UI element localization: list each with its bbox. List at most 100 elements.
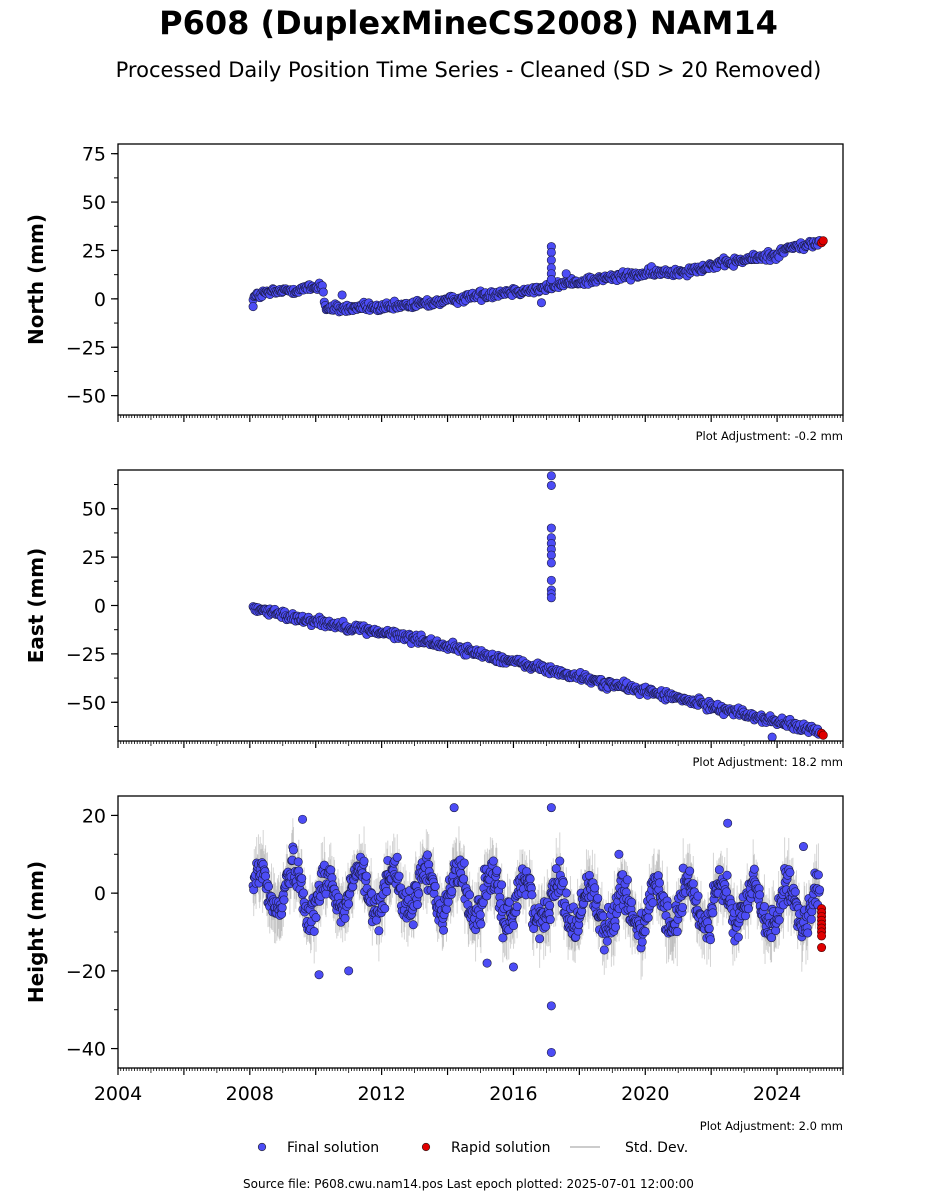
y-tick-label: −50 <box>66 692 106 714</box>
final-point <box>759 902 769 912</box>
final-point <box>733 932 743 942</box>
north-plot-adjustment: Plot Adjustment: -0.2 mm <box>696 429 843 443</box>
final-point <box>309 926 319 936</box>
final-point <box>412 900 422 910</box>
final-point <box>546 247 556 257</box>
final-point <box>558 878 568 888</box>
final-point <box>361 871 371 881</box>
final-point <box>685 866 695 876</box>
final-point <box>482 958 492 968</box>
north-plot-area <box>248 235 828 317</box>
final-point <box>264 881 274 891</box>
final-point <box>545 915 555 925</box>
final-point <box>359 856 369 866</box>
final-point <box>318 287 328 297</box>
final-point <box>430 881 440 891</box>
final-point <box>279 895 289 905</box>
final-point <box>546 1001 556 1011</box>
final-point <box>497 880 507 890</box>
final-point <box>394 871 404 881</box>
final-point <box>326 865 336 875</box>
final-point <box>508 962 518 972</box>
final-point <box>590 883 600 893</box>
final-point <box>654 878 664 888</box>
final-point <box>314 970 324 980</box>
height-final-points <box>248 803 825 1057</box>
y-tick-label: −25 <box>66 337 106 359</box>
y-tick-label: 0 <box>94 883 106 905</box>
final-point <box>672 927 682 937</box>
final-point <box>512 902 522 912</box>
x-tick-label: 2012 <box>357 1083 405 1105</box>
final-point <box>714 865 724 875</box>
north-rapid-points <box>817 236 828 248</box>
final-point <box>722 870 732 880</box>
legend-marker <box>257 1142 267 1152</box>
final-point <box>611 922 621 932</box>
figure-subtitle: Processed Daily Position Time Series - C… <box>115 58 822 82</box>
final-point <box>441 904 451 914</box>
final-point <box>408 920 418 930</box>
final-point <box>504 897 514 907</box>
height-plot-area <box>248 803 827 1057</box>
north-panel: 75 50 25 0 −25 −50 North (mm) Plot Adjustment: … <box>24 143 844 443</box>
final-point <box>743 904 753 914</box>
final-point <box>813 870 823 880</box>
final-point <box>459 858 469 868</box>
final-point <box>790 887 800 897</box>
final-point <box>344 899 354 909</box>
final-point <box>527 890 537 900</box>
final-point <box>344 966 354 976</box>
final-point <box>614 849 624 859</box>
rapid-point <box>818 236 828 246</box>
final-point <box>546 558 556 568</box>
final-point <box>298 814 308 824</box>
final-point <box>806 914 816 924</box>
final-point <box>248 302 258 312</box>
final-point <box>546 550 556 560</box>
y-tick-label: −20 <box>66 961 106 983</box>
y-tick-label: −40 <box>66 1039 106 1061</box>
final-point <box>488 856 498 866</box>
final-point <box>380 903 390 913</box>
final-point <box>340 913 350 923</box>
legend-label: Std. Dev. <box>625 1140 688 1156</box>
final-point <box>663 901 673 911</box>
rapid-point <box>817 943 827 953</box>
final-point <box>798 842 808 852</box>
final-point <box>299 888 309 898</box>
final-point <box>546 803 556 813</box>
y-tick-label: 50 <box>82 192 106 214</box>
final-point <box>599 945 609 955</box>
final-point <box>546 1047 556 1057</box>
final-point <box>771 926 781 936</box>
final-point <box>476 919 486 929</box>
east-panel: 50 25 0 −25 −50 East (mm) Plot Adjustment: 18.… <box>24 469 844 769</box>
final-point <box>555 856 565 866</box>
final-point <box>536 298 546 308</box>
north-final-points <box>248 235 825 317</box>
rapid-point <box>818 730 828 740</box>
final-point <box>459 874 469 884</box>
final-point <box>475 910 485 920</box>
final-point <box>423 850 433 860</box>
final-point <box>439 925 449 935</box>
final-point <box>767 933 777 943</box>
y-tick-label: −25 <box>66 644 106 666</box>
final-point <box>648 898 658 908</box>
figure-title: P608 (DuplexMineCS2008) NAM14 <box>159 4 778 42</box>
final-point <box>693 891 703 901</box>
final-point <box>643 913 653 923</box>
y-tick-label: 50 <box>82 499 106 521</box>
final-point <box>622 875 632 885</box>
final-point <box>311 913 321 923</box>
final-point <box>545 901 555 911</box>
final-point <box>509 921 519 931</box>
final-point <box>721 887 731 897</box>
final-point <box>535 934 545 944</box>
final-point <box>546 593 556 603</box>
final-point <box>541 922 551 932</box>
x-tick-label: 2020 <box>621 1083 669 1105</box>
y-tick-label: 25 <box>82 240 106 262</box>
